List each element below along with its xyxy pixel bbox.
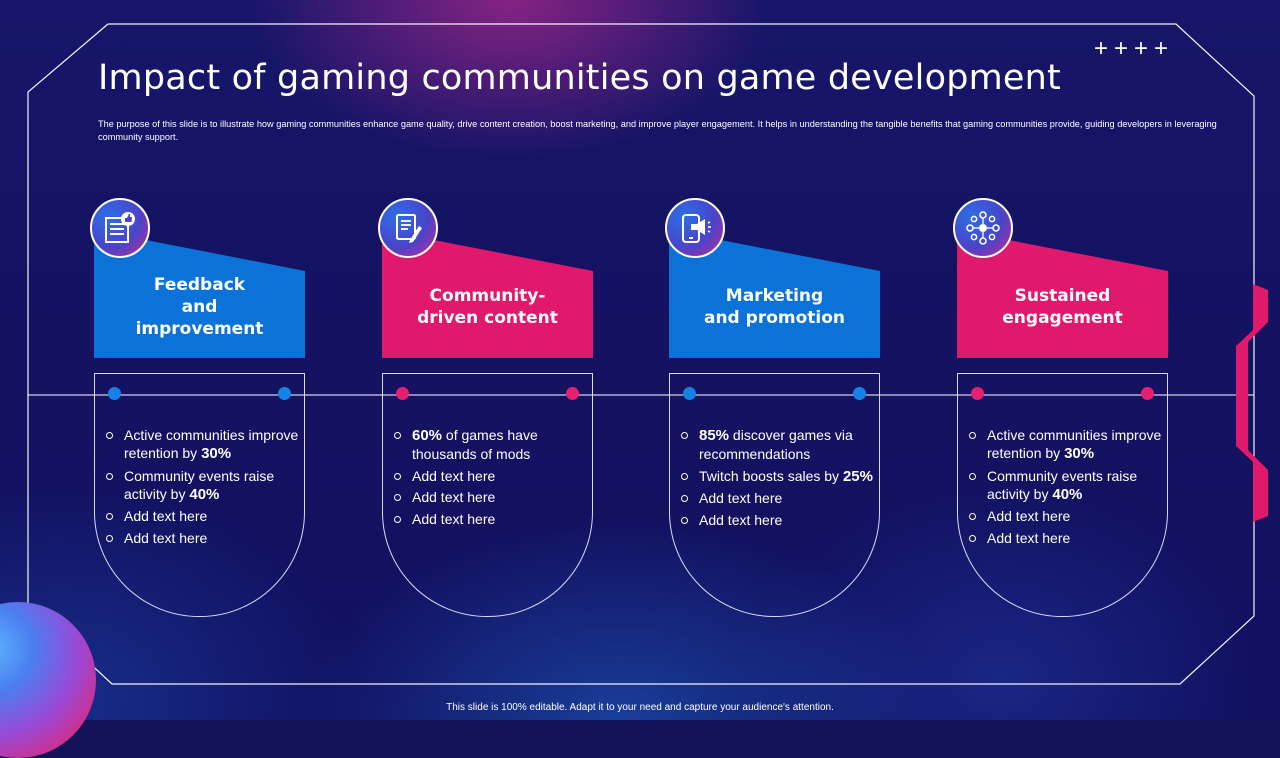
page-subtitle: The purpose of this slide is to illustra… <box>98 119 1217 142</box>
column-card <box>94 373 305 617</box>
list-item: 85% discover games via recommendations <box>681 426 877 463</box>
timeline-dot <box>278 387 291 400</box>
timeline-dot <box>108 387 121 400</box>
column-card <box>669 373 880 617</box>
timeline-dot <box>566 387 579 400</box>
column-title-line: and promotion <box>703 308 846 328</box>
bullet-list: 85% discover games via recommendations T… <box>681 426 877 532</box>
document-edit-icon <box>378 198 438 258</box>
column-marketing: Marketing and promotion 85% discover gam… <box>665 0 881 720</box>
list-item: Add text here <box>394 488 590 506</box>
feedback-like-icon <box>90 198 150 258</box>
list-item: Add text here <box>969 529 1165 547</box>
column-title-line: Feedback <box>153 275 246 295</box>
timeline-dot <box>396 387 409 400</box>
list-item: Twitch boosts sales by 25% <box>681 467 877 486</box>
list-item: Community events raise activity by 40% <box>969 467 1165 504</box>
community-network-icon <box>953 198 1013 258</box>
footer-note: This slide is 100% editable. Adapt it to… <box>446 702 834 713</box>
bullet-list: 60% of games have thousands of mods Add … <box>394 426 590 531</box>
column-card <box>382 373 593 617</box>
list-item: Active communities improve retention by … <box>969 426 1165 463</box>
list-item: Add text here <box>969 507 1165 525</box>
list-item: Add text here <box>394 510 590 528</box>
column-title-line: Sustained <box>1014 286 1111 306</box>
list-item: Add text here <box>394 467 590 485</box>
page-title: Impact of gaming communities on game dev… <box>98 58 1061 98</box>
column-community-content: Community- driven content 60% of games h… <box>378 0 594 720</box>
column-title-line: driven content <box>417 308 558 328</box>
side-accent <box>1236 284 1268 522</box>
list-item: Add text here <box>681 489 877 507</box>
timeline-dot <box>853 387 866 400</box>
column-engagement: Sustained engagement Active communities … <box>953 0 1169 720</box>
timeline-dot <box>683 387 696 400</box>
list-item: Add text here <box>681 511 877 529</box>
bullet-list: Active communities improve retention by … <box>969 426 1165 550</box>
timeline-dot <box>971 387 984 400</box>
column-title-line: Community- <box>429 286 546 306</box>
column-title: Feedback and improvement <box>94 274 305 340</box>
timeline-dot <box>1141 387 1154 400</box>
phone-megaphone-icon <box>665 198 725 258</box>
list-item: Active communities improve retention by … <box>106 426 302 463</box>
column-card <box>957 373 1168 617</box>
column-title: Community- driven content <box>382 285 593 329</box>
list-item: Community events raise activity by 40% <box>106 467 302 504</box>
column-title-line: improvement <box>135 319 264 339</box>
column-title-line: and <box>181 297 218 317</box>
list-item: Add text here <box>106 507 302 525</box>
list-item: Add text here <box>106 529 302 547</box>
column-title-line: Marketing <box>725 286 824 306</box>
column-title: Sustained engagement <box>957 285 1168 329</box>
column-feedback: Feedback and improvement Active communit… <box>90 0 306 720</box>
list-item: 60% of games have thousands of mods <box>394 426 590 463</box>
decor-plus: ++++ <box>1094 35 1175 62</box>
bullet-list: Active communities improve retention by … <box>106 426 302 550</box>
column-title-line: engagement <box>1002 308 1123 328</box>
column-title: Marketing and promotion <box>669 285 880 329</box>
